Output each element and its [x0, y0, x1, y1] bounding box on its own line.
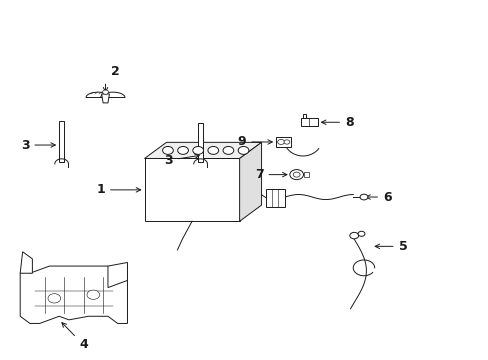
Polygon shape [86, 92, 110, 98]
Circle shape [207, 147, 218, 154]
Text: 3: 3 [164, 154, 199, 167]
Circle shape [238, 147, 248, 154]
Polygon shape [144, 142, 261, 158]
Circle shape [48, 294, 61, 303]
Text: 3: 3 [20, 139, 55, 152]
Bar [266, 189, 285, 207]
Text: 8: 8 [321, 116, 353, 129]
Text: 1: 1 [96, 183, 141, 196]
Text: 9: 9 [237, 135, 272, 148]
Circle shape [162, 147, 173, 154]
Circle shape [223, 147, 233, 154]
Polygon shape [20, 266, 127, 323]
Polygon shape [20, 252, 32, 273]
Polygon shape [303, 114, 306, 118]
Circle shape [349, 232, 358, 239]
Bar [300, 118, 317, 126]
Polygon shape [108, 262, 127, 288]
Text: 7: 7 [254, 168, 286, 181]
Circle shape [102, 90, 108, 94]
Bar [303, 172, 309, 177]
Bar [198, 123, 203, 162]
Circle shape [192, 147, 203, 154]
Text: 2: 2 [111, 65, 120, 78]
Text: 4: 4 [62, 323, 88, 351]
Bar [276, 137, 290, 147]
Circle shape [289, 170, 303, 180]
Circle shape [284, 140, 289, 144]
Circle shape [359, 194, 367, 200]
Polygon shape [101, 92, 125, 98]
Circle shape [357, 231, 364, 236]
Bar [144, 158, 239, 221]
Polygon shape [239, 142, 261, 221]
Circle shape [277, 139, 284, 144]
Circle shape [293, 172, 300, 177]
Text: 5: 5 [374, 240, 407, 253]
Text: 6: 6 [365, 190, 391, 203]
Circle shape [87, 290, 100, 300]
Bar [59, 121, 64, 162]
Circle shape [177, 147, 188, 154]
Polygon shape [102, 94, 109, 103]
